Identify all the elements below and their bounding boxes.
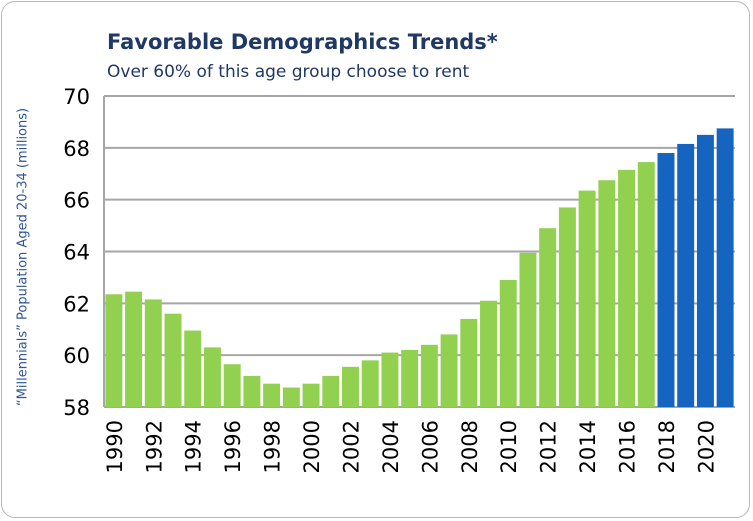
x-tick-label: 2020	[694, 420, 718, 473]
bar-2016	[618, 169, 636, 407]
x-tick-label: 1996	[221, 420, 245, 473]
bar-2017	[637, 162, 655, 407]
bar-2021	[716, 128, 734, 408]
bar-2006	[420, 344, 438, 407]
y-tick-label: 60	[63, 344, 90, 368]
bar-1994	[184, 330, 202, 407]
bar-2013	[558, 207, 576, 407]
bar-1992	[144, 299, 162, 407]
x-tick-label: 2000	[300, 420, 324, 473]
bar-2003	[361, 360, 379, 407]
x-tick-label: 1998	[261, 420, 285, 473]
bar-1998	[263, 383, 281, 407]
x-tick-label: 2006	[418, 420, 442, 473]
bar-1990	[105, 294, 123, 407]
y-tick-label: 58	[63, 396, 90, 420]
x-tick-label: 2016	[616, 420, 640, 473]
y-tick-label: 68	[63, 137, 90, 161]
x-tick-label: 2012	[537, 420, 561, 473]
bar-1993	[164, 313, 182, 407]
bar-1995	[203, 347, 221, 407]
bar-2019	[677, 143, 695, 407]
bar-1999	[282, 387, 300, 407]
y-tick-label: 70	[63, 85, 90, 109]
bar-2005	[401, 349, 419, 407]
x-tick-label: 2014	[576, 420, 600, 473]
y-tick-label: 62	[63, 292, 90, 316]
x-tick-label: 2018	[655, 420, 679, 473]
y-tick-label: 66	[63, 189, 90, 213]
x-tick-label: 2010	[497, 420, 521, 473]
bar-2010	[499, 280, 517, 407]
x-tick-label: 1994	[182, 420, 206, 473]
bar-2015	[598, 180, 616, 407]
bar-2012	[539, 228, 557, 407]
bar-2009	[480, 300, 497, 407]
chart-title: Favorable Demographics Trends*	[107, 30, 498, 54]
bar-2007	[440, 334, 458, 407]
bar-2020	[696, 134, 714, 407]
bar-2001	[322, 375, 340, 407]
x-tick-label: 2002	[339, 420, 363, 473]
x-tick-label: 2004	[379, 420, 403, 473]
y-tick-label: 64	[63, 241, 90, 265]
bar-2004	[381, 352, 399, 407]
bar-2000	[302, 383, 320, 407]
bar-2014	[578, 190, 596, 407]
bar-2018	[657, 153, 675, 407]
x-tick-label: 1990	[103, 420, 127, 473]
bar-2002	[342, 366, 359, 407]
bar-1996	[223, 364, 241, 407]
x-tick-label: 1992	[142, 420, 166, 473]
bar-1991	[125, 291, 143, 407]
bar-2008	[460, 318, 478, 407]
x-tick-label: 2008	[458, 420, 482, 473]
bar-2011	[519, 252, 537, 407]
chart-subtitle: Over 60% of this age group choose to ren…	[107, 62, 470, 82]
bar-1997	[243, 375, 261, 407]
